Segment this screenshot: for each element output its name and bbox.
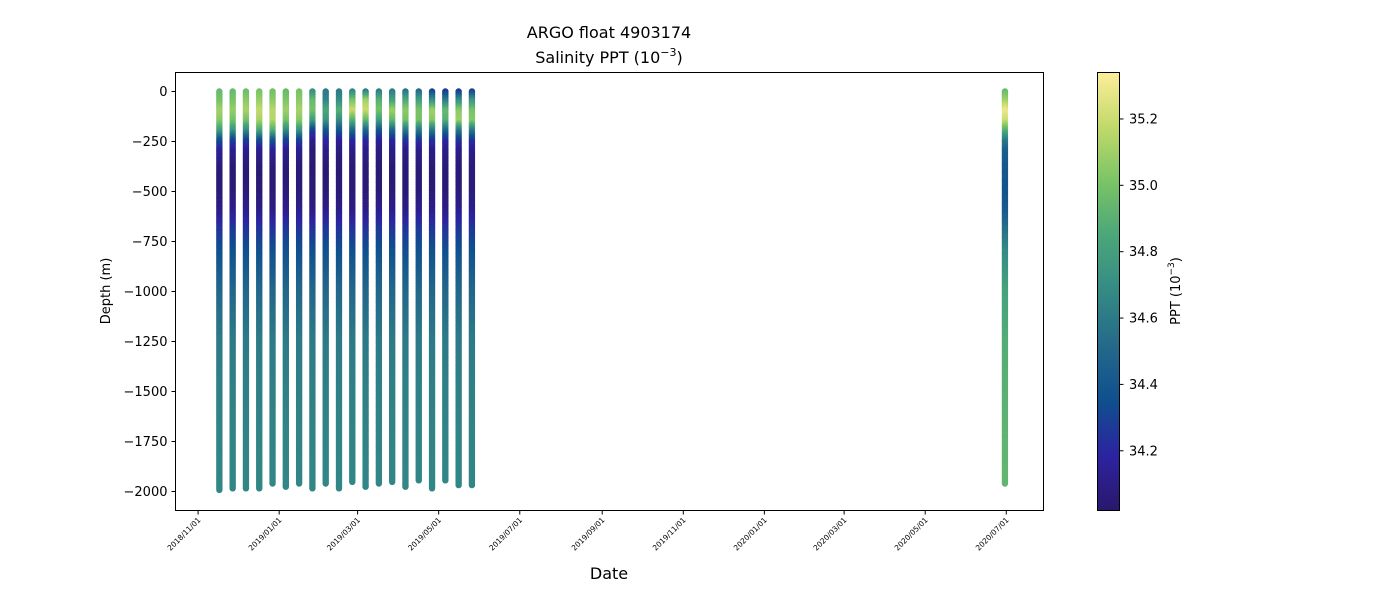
data-point [349,478,356,486]
plot-area [216,88,1009,494]
data-point [256,485,263,492]
data-point [375,480,383,487]
data-point [468,481,476,489]
data-point [216,486,223,494]
data-point [282,483,290,490]
chart-title: ARGO float 4903174 [527,23,691,42]
chart-subtitle: Salinity PPT (10−3) [535,46,683,67]
data-point [428,485,436,492]
data-point [388,478,396,486]
data-point [402,483,409,490]
data-point [269,480,276,487]
data-point [229,485,236,492]
data-point [415,477,422,484]
data-point [362,483,369,490]
data-point [309,485,316,492]
data-point [335,485,343,492]
data-point [242,485,250,492]
data-point [322,480,329,487]
data-point [455,481,462,489]
data-point [295,480,303,487]
data-point [442,477,449,484]
